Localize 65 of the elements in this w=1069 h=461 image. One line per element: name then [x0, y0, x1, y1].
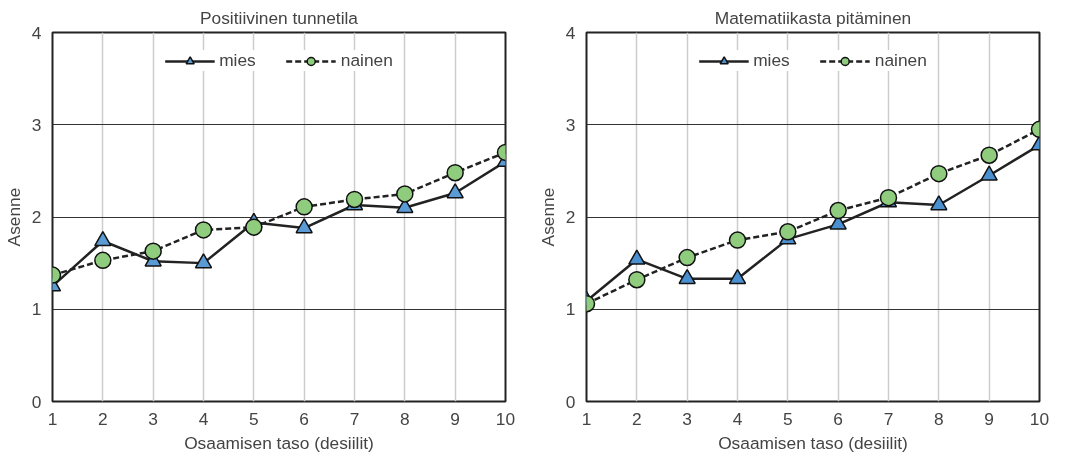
point — [728, 268, 747, 285]
y-axis-title: Asenne — [537, 187, 558, 247]
point — [779, 223, 797, 241]
point — [295, 198, 313, 216]
x-tick-label: 10 — [1029, 408, 1050, 429]
point — [728, 231, 747, 249]
point — [446, 163, 464, 182]
x-tick-label: 8 — [934, 408, 944, 429]
y-tick-label: 0 — [31, 391, 42, 412]
x-tick-label: 3 — [148, 408, 158, 429]
x-tick-label: 5 — [783, 408, 793, 429]
x-axis-title: Osaamisen taso (desiilit) — [184, 432, 374, 453]
x-tick-label: 8 — [400, 408, 410, 429]
point — [94, 231, 112, 247]
point — [295, 218, 313, 234]
chart-title: Positiivinen tunnetila — [200, 7, 359, 28]
x-tick-label: 3 — [682, 408, 692, 429]
y-axis-title: Asenne — [3, 187, 24, 247]
x-tick-label: 1 — [581, 408, 592, 429]
point — [678, 268, 696, 285]
point — [980, 165, 998, 181]
point — [930, 195, 948, 211]
point — [879, 188, 898, 207]
y-tick-label: 4 — [565, 22, 576, 43]
point — [396, 185, 414, 203]
legend-label: mies — [219, 50, 256, 71]
point — [628, 271, 646, 289]
point — [446, 183, 464, 199]
x-tick-label: 1 — [47, 408, 58, 429]
point — [678, 248, 696, 267]
legend-label: nainen — [874, 50, 927, 71]
x-tick-label: 5 — [249, 408, 259, 429]
x-tick-label: 2 — [98, 408, 108, 429]
point — [829, 201, 847, 220]
chart-title: Matematiikasta pitäminen — [714, 7, 912, 28]
x-tick-label: 2 — [632, 408, 642, 429]
x-tick-label: 9 — [450, 408, 460, 429]
y-tick-label: 1 — [565, 299, 576, 320]
x-tick-label: 9 — [984, 408, 994, 429]
y-tick-label: 3 — [31, 114, 42, 135]
x-tick-label: 4 — [198, 408, 209, 429]
legend-label: nainen — [340, 50, 393, 71]
y-tick-label: 4 — [31, 22, 42, 43]
x-tick-label: 6 — [299, 408, 309, 429]
x-tick-label: 7 — [349, 408, 360, 429]
point — [628, 249, 646, 265]
point — [194, 221, 213, 239]
x-tick-label: 10 — [495, 408, 516, 429]
y-tick-label: 1 — [31, 299, 42, 320]
y-tick-label: 2 — [31, 207, 42, 227]
point — [930, 164, 948, 183]
point — [144, 242, 162, 260]
point — [194, 253, 213, 269]
point — [94, 251, 112, 270]
point — [980, 146, 998, 164]
y-tick-label: 3 — [565, 114, 576, 135]
point — [345, 190, 364, 209]
point — [245, 218, 263, 236]
x-tick-label: 6 — [833, 408, 843, 429]
y-tick-label: 2 — [565, 207, 576, 227]
y-tick-label: 0 — [565, 391, 576, 412]
x-tick-label: 4 — [732, 408, 743, 429]
x-tick-label: 7 — [883, 408, 894, 429]
x-axis-title: Osaamisen taso (desiilit) — [718, 432, 908, 453]
legend-label: mies — [753, 50, 790, 71]
